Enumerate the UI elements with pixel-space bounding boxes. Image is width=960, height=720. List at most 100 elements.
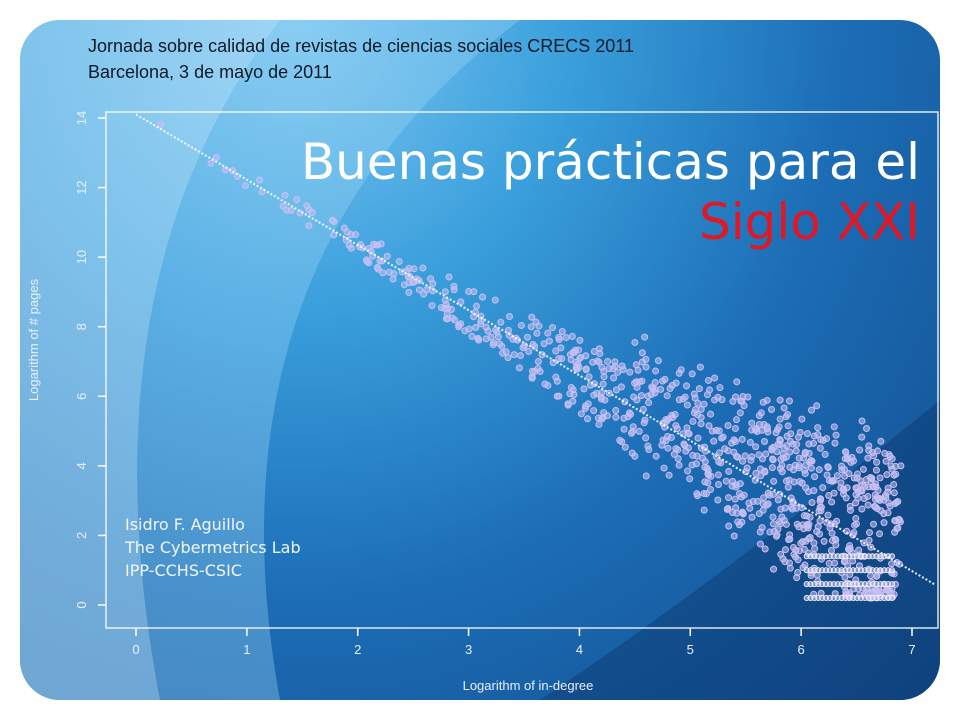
scatter-point: [885, 451, 893, 459]
scatter-point: [769, 513, 777, 521]
scatter-point: [553, 377, 561, 385]
scatter-point: [423, 286, 431, 294]
scatter-point: [700, 506, 708, 514]
scatter-point: [730, 448, 738, 456]
scatter-point: [841, 448, 849, 456]
scatter-point: [600, 373, 608, 381]
scatter-point: [780, 404, 788, 412]
scatter-point: [863, 424, 871, 432]
scatter-point: [725, 522, 733, 530]
scatter-point: [761, 438, 769, 446]
scatter-point: [782, 520, 790, 528]
scatter-point: [806, 458, 814, 466]
scatter-point: [864, 454, 872, 462]
scatter-point: [871, 491, 879, 499]
scatter-point: [781, 546, 789, 554]
scatter-point: [635, 427, 643, 435]
scatter-point: [877, 437, 885, 445]
title-line-1: Buenas prácticas para el: [300, 133, 920, 191]
scatter-point: [457, 298, 465, 306]
scatter-point: [739, 457, 747, 465]
scatter-point: [674, 446, 682, 454]
scatter-point: [525, 348, 533, 356]
scatter-point: [775, 423, 783, 431]
scatter-point: [815, 466, 823, 474]
scatter-point: [693, 411, 701, 419]
scatter-point: [701, 463, 709, 471]
author-name: Isidro F. Aguillo: [125, 515, 245, 534]
scatter-point: [684, 444, 692, 452]
scatter-point: [840, 490, 848, 498]
scatter-point: [711, 374, 719, 382]
x-tick-label: 5: [687, 642, 694, 657]
scatter-point: [841, 472, 849, 480]
scatter-point: [810, 539, 818, 547]
scatter-point: [516, 352, 524, 360]
scatter-point: [620, 414, 628, 422]
scatter-point: [705, 422, 713, 430]
scatter-point: [663, 392, 671, 400]
scatter-point: [582, 366, 590, 374]
scatter-point: [450, 286, 458, 294]
scatter-point: [429, 287, 437, 295]
scatter-point: [701, 458, 709, 466]
scatter-point: [823, 435, 831, 443]
scatter-point: [683, 401, 691, 409]
scatter-point: [748, 419, 756, 427]
scatter-point: [630, 393, 638, 401]
scatter-point: [694, 434, 702, 442]
scatter-point: [665, 471, 673, 479]
scatter-point: [725, 494, 733, 502]
scatter-point: [769, 520, 777, 528]
scatter-point: [618, 438, 626, 446]
scatter-point: [891, 499, 899, 507]
scatter-point: [773, 531, 781, 539]
scatter-point: [858, 433, 866, 441]
scatter-point: [776, 415, 784, 423]
scatter-point: [683, 382, 691, 390]
scatter-point: [813, 402, 821, 410]
scatter-point: [731, 495, 739, 503]
scatter-point: [876, 495, 884, 503]
scatter-point: [707, 410, 715, 418]
scatter-point: [557, 344, 565, 352]
x-tick-label: 3: [465, 642, 472, 657]
scatter-point: [787, 438, 795, 446]
scatter-point: [688, 370, 696, 378]
scatter-point: [785, 476, 793, 484]
scatter-point: [692, 460, 700, 468]
scatter-point: [517, 321, 525, 329]
scatter-point: [858, 417, 866, 425]
scatter-point: [472, 324, 480, 332]
scatter-point: [734, 518, 742, 526]
scatter-point: [828, 477, 836, 485]
scatter-point: [610, 374, 618, 382]
scatter-point: [528, 313, 536, 321]
scatter-point: [714, 471, 722, 479]
scatter-point: [700, 489, 708, 497]
scatter-point: [782, 413, 790, 421]
scatter-point: [790, 543, 798, 551]
scatter-point: [793, 574, 801, 582]
x-tick-label: 7: [908, 642, 915, 657]
scatter-point: [404, 273, 412, 281]
scatter-point: [305, 222, 313, 230]
scatter-point: [880, 510, 888, 518]
scatter-point: [804, 488, 812, 496]
scatter-point: [855, 546, 863, 554]
scatter-point: [856, 446, 864, 454]
scatter-point: [706, 386, 714, 394]
scatter-point: [756, 540, 764, 548]
scatter-point: [817, 495, 825, 503]
scatter-point: [696, 363, 704, 371]
scatter-point: [567, 383, 575, 391]
scatter-point: [736, 409, 744, 417]
scatter-point: [786, 535, 794, 543]
scatter-point: [810, 439, 818, 447]
scatter-point: [746, 438, 754, 446]
scatter-point: [755, 510, 763, 518]
scatter-point: [374, 265, 382, 273]
scatter-point: [634, 366, 642, 374]
scatter-point: [519, 344, 527, 352]
scatter-point: [590, 391, 598, 399]
